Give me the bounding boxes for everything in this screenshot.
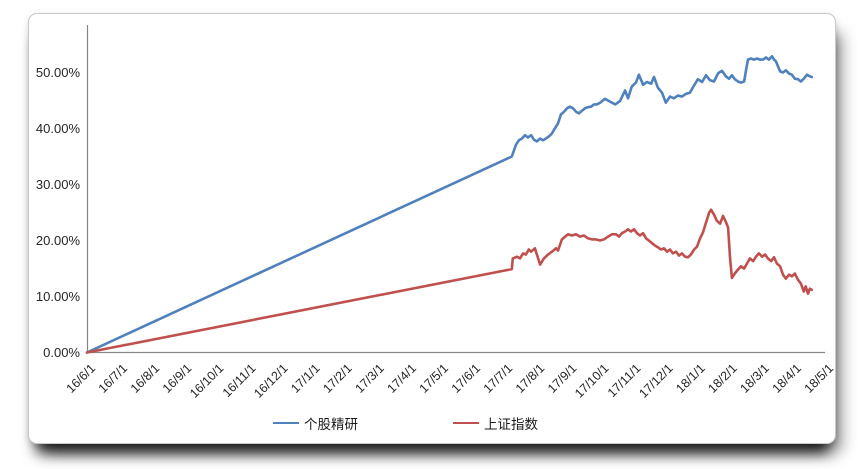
x-axis-tick-label: 16/11/1: [220, 361, 259, 400]
legend-item-gegujingyan: 个股精研: [273, 414, 358, 432]
series-line-0: [85, 54, 814, 354]
legend-item-shangzhengzhishu: 上证指数: [453, 414, 538, 432]
y-axis-tick-label: 50.00%: [36, 65, 81, 80]
x-axis-tick-label: 16/8/1: [128, 361, 163, 396]
x-axis-tick-label: 17/10/1: [572, 361, 611, 400]
x-axis-tick-label: 17/8/1: [513, 361, 548, 396]
legend-swatch-red-line: [453, 421, 479, 425]
x-axis-tick-label: 17/2/1: [320, 361, 355, 396]
x-axis-tick-label: 16/6/1: [64, 361, 99, 396]
y-axis-tick-label: 20.00%: [36, 233, 81, 248]
y-axis-tick-label: 10.00%: [36, 289, 81, 304]
y-axis-tick-label: 0.00%: [43, 345, 80, 360]
x-axis-tick-label: 17/5/1: [417, 361, 452, 396]
x-axis-tick-label: 17/3/1: [352, 361, 387, 396]
y-axis-tick-label: 40.00%: [36, 121, 81, 136]
legend-label-shangzhengzhishu: 上证指数: [484, 417, 538, 432]
y-axis-tick-label: 30.00%: [36, 177, 81, 192]
x-axis-tick-label: 17/11/1: [605, 361, 644, 400]
x-axis-tick-label: 16/7/1: [96, 361, 131, 396]
x-axis-tick-label: 17/12/1: [636, 361, 675, 400]
legend-swatch-blue-line: [273, 421, 299, 425]
x-axis-tick-label: 18/1/1: [673, 361, 708, 396]
x-axis-tick-label: 17/7/1: [481, 361, 516, 396]
x-axis-tick-label: 18/4/1: [770, 361, 805, 396]
x-axis-tick-label: 17/6/1: [449, 361, 484, 396]
series-line-1: [85, 208, 814, 354]
x-axis-tick-label: 18/3/1: [737, 361, 772, 396]
x-axis-tick-label: 18/5/1: [802, 361, 837, 396]
x-axis-tick-label: 17/4/1: [385, 361, 420, 396]
x-axis-tick-label: 17/1/1: [288, 361, 323, 396]
x-axis-tick-label: 16/12/1: [251, 361, 290, 400]
chart-panel: [28, 13, 836, 444]
x-axis-tick-label: 16/10/1: [187, 361, 226, 400]
legend-label-gegujingyan: 个股精研: [304, 417, 358, 432]
x-axis-tick-label: 18/2/1: [705, 361, 740, 396]
